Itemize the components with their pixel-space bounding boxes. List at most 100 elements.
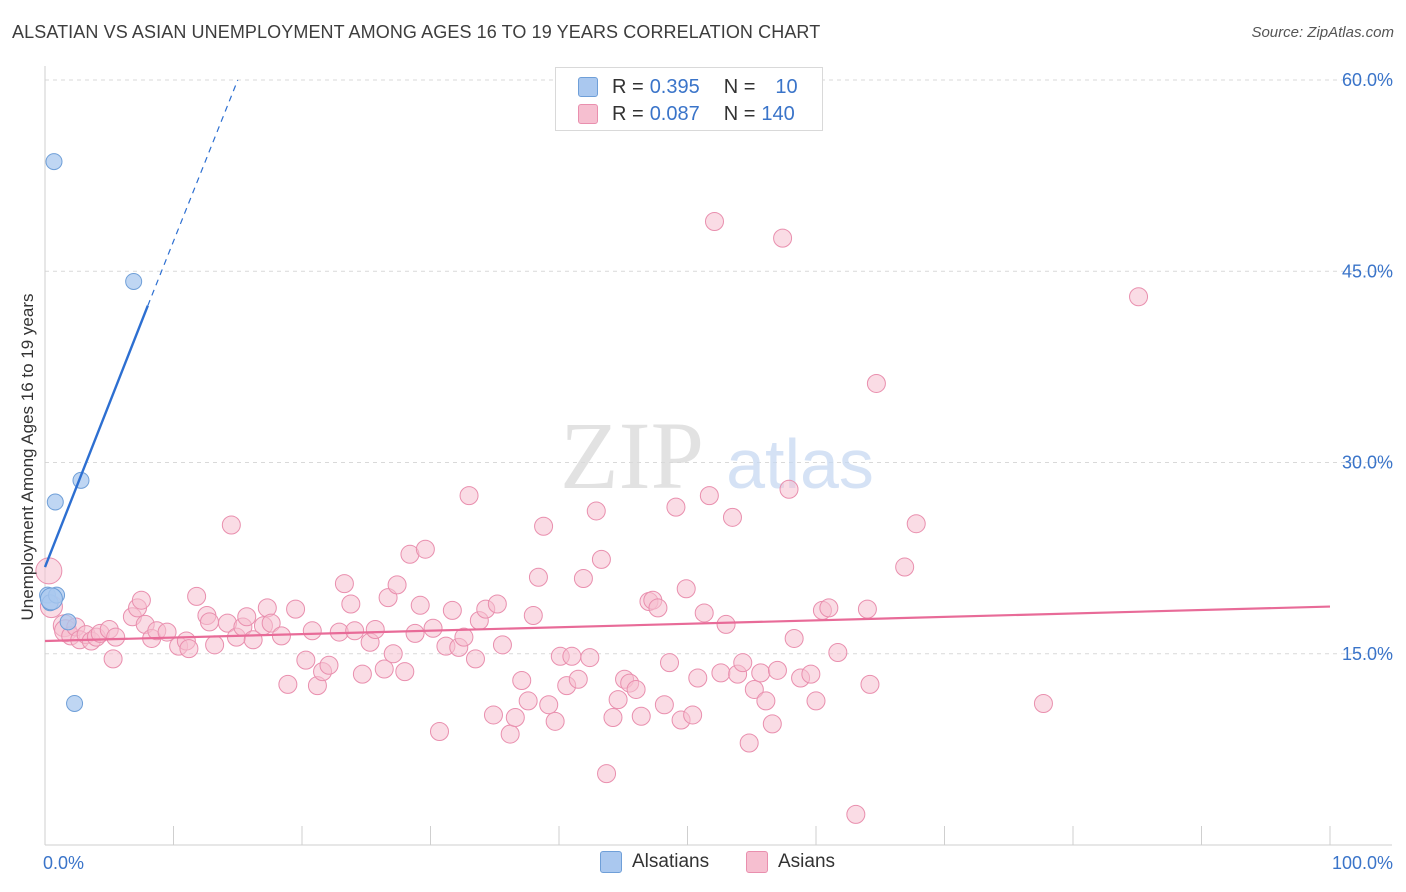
alsatians-series [39, 153, 143, 712]
asian-point [442, 600, 462, 620]
n-value: 10 [775, 75, 798, 98]
asian-point [528, 567, 548, 587]
asian-point [296, 650, 316, 670]
asian-point [545, 711, 565, 731]
asian-point [534, 516, 554, 536]
asian-point [492, 635, 512, 655]
asian-point [828, 642, 848, 662]
tick-labels: 15.0% 30.0% 45.0% 60.0% 0.0% 100.0% [43, 70, 1393, 873]
asian-point [806, 691, 826, 711]
y-tick-label: 60.0% [1342, 70, 1393, 90]
asian-point [631, 706, 651, 726]
asian-point [603, 708, 623, 727]
asian-point [857, 599, 877, 619]
asian-point [302, 621, 322, 641]
asian-point [580, 648, 600, 668]
asian-point [846, 804, 866, 824]
asian-point [711, 663, 731, 683]
asian-point [415, 539, 435, 559]
x-tick-label: 0.0% [43, 853, 84, 873]
asian-point [654, 695, 674, 715]
asian-point [106, 627, 126, 647]
axes [44, 66, 1392, 846]
y-tick-label: 15.0% [1342, 644, 1393, 664]
asian-point [487, 594, 507, 614]
asian-point [626, 679, 646, 699]
series-legend: Alsatians Asians [0, 851, 1406, 877]
asian-point [423, 618, 443, 638]
asian-point [387, 575, 407, 595]
asians-label: Asians [778, 851, 836, 872]
legend-item-alsatians: Alsatians [600, 851, 709, 873]
alsatian-point [59, 613, 77, 631]
asian-point [586, 501, 606, 521]
legend-item-asians: Asians [746, 851, 835, 873]
trend-lines [43, 79, 1331, 643]
grid-lines [45, 79, 1392, 655]
asian-point [483, 705, 503, 725]
correlation-legend: R = 0.395 N = 10 R = 0.087 N = 140 [555, 67, 823, 131]
asian-point [374, 659, 394, 679]
asian-point [591, 549, 611, 569]
asian-point [756, 691, 776, 711]
asian-point [751, 663, 771, 683]
asian-point [784, 628, 804, 648]
r-label: R = [612, 102, 644, 125]
asian-point [608, 690, 628, 710]
r-value: 0.395 [649, 75, 700, 98]
asian-point [660, 653, 680, 673]
asian-point [103, 649, 123, 669]
asian-point [512, 671, 532, 691]
asian-point [699, 486, 719, 506]
r-value: 0.087 [649, 102, 700, 125]
asian-point [278, 674, 298, 694]
alsatian-point [46, 493, 64, 511]
asian-point [773, 228, 793, 248]
asian-point [744, 679, 764, 699]
n-label: N = [723, 75, 756, 98]
asian-point [819, 598, 839, 618]
asian-point [866, 373, 886, 393]
legend-row-alsatians: R = 0.395 N = 10 [578, 75, 798, 99]
asian-point [131, 590, 151, 610]
asian-point [762, 714, 782, 734]
alsatian-point [66, 694, 84, 712]
y-tick-label: 45.0% [1342, 261, 1393, 281]
alsatian-point [39, 587, 63, 611]
asian-point [286, 599, 306, 619]
y-axis-label: Unemployment Among Ages 16 to 19 years [18, 293, 37, 621]
asian-point [345, 621, 365, 641]
asian-point [465, 649, 485, 669]
asian-point [676, 579, 696, 599]
asian-point [334, 574, 354, 594]
alsatians-swatch [600, 851, 622, 873]
asian-point [205, 635, 225, 655]
asian-point [352, 664, 372, 684]
asian-point [518, 691, 538, 711]
watermark-atlas: atlas [726, 425, 874, 503]
asian-point [341, 594, 361, 614]
asian-point [365, 620, 385, 640]
asian-point [716, 614, 736, 634]
asian-point [779, 479, 799, 499]
asian-point [597, 764, 617, 784]
asian-point [573, 569, 593, 589]
asian-point [429, 722, 449, 742]
asian-point [261, 613, 281, 633]
asian-point [801, 664, 821, 684]
asian-point [410, 595, 430, 615]
n-label: N = [723, 102, 756, 125]
watermark: ZIP atlas [560, 402, 874, 509]
asian-point [562, 646, 582, 666]
watermark-zip: ZIP [560, 402, 704, 509]
asian-point [704, 212, 724, 232]
r-label: R = [612, 75, 644, 98]
asian-point [319, 655, 339, 675]
asian-point [187, 586, 207, 606]
asian-point [568, 669, 588, 689]
x-tick-label: 100.0% [1332, 853, 1393, 873]
alsatians-trend-line [43, 305, 149, 568]
asian-point [395, 662, 415, 682]
asian-point [221, 515, 241, 535]
